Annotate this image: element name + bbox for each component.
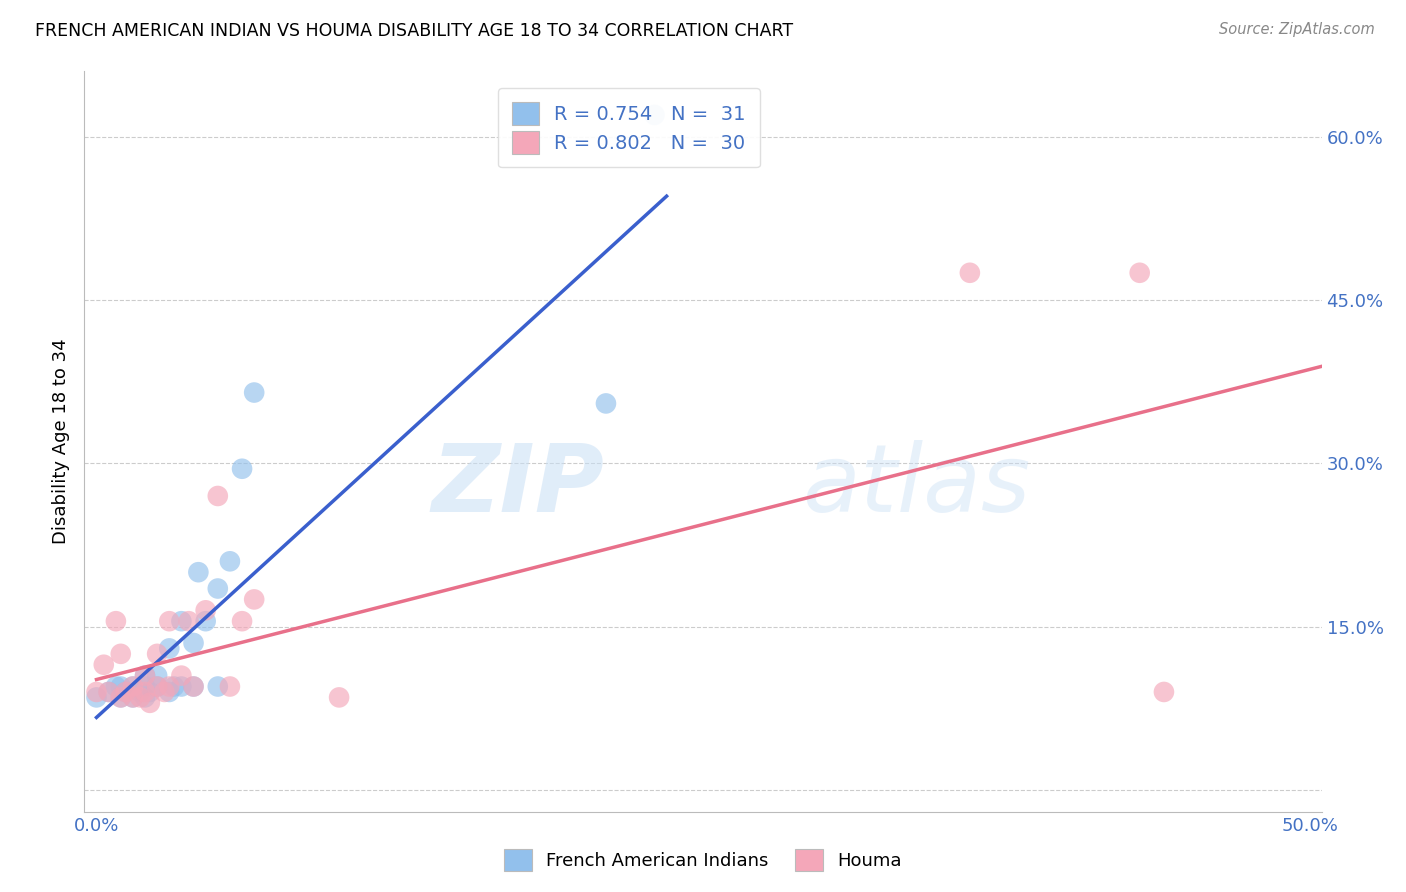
Point <box>157 680 180 694</box>
Text: FRENCH AMERICAN INDIAN VS HOUMA DISABILITY AGE 18 TO 34 CORRELATION CHART: FRENCH AMERICAN INDIAN VS HOUMA DISABILI… <box>35 22 793 40</box>
Point <box>183 680 205 694</box>
Point <box>207 489 229 503</box>
Point <box>134 690 156 705</box>
Point <box>219 554 242 568</box>
Point <box>1129 266 1152 280</box>
Point <box>122 680 145 694</box>
Text: atlas: atlas <box>801 441 1031 532</box>
Point <box>183 680 205 694</box>
Point <box>146 647 169 661</box>
Text: Source: ZipAtlas.com: Source: ZipAtlas.com <box>1219 22 1375 37</box>
Point <box>86 685 108 699</box>
Point <box>139 685 162 699</box>
Point <box>114 685 136 699</box>
Point <box>959 266 981 280</box>
Point <box>122 680 145 694</box>
Point <box>328 690 350 705</box>
Point <box>163 680 186 694</box>
Point <box>177 614 200 628</box>
Point <box>183 636 205 650</box>
Point <box>104 614 127 628</box>
Point <box>170 668 193 682</box>
Point <box>170 680 193 694</box>
Point <box>157 685 180 699</box>
Point <box>129 685 152 699</box>
Point <box>122 690 145 705</box>
Point <box>110 690 132 705</box>
Point <box>122 690 145 705</box>
Point <box>170 614 193 628</box>
Point <box>231 614 253 628</box>
Point <box>110 647 132 661</box>
Legend: R = 0.754   N =  31, R = 0.802   N =  30: R = 0.754 N = 31, R = 0.802 N = 30 <box>498 88 759 168</box>
Point <box>153 685 176 699</box>
Point <box>129 690 152 705</box>
Point <box>243 592 266 607</box>
Point <box>93 657 115 672</box>
Legend: French American Indians, Houma: French American Indians, Houma <box>498 842 908 879</box>
Point <box>157 614 180 628</box>
Point <box>157 641 180 656</box>
Point <box>207 680 229 694</box>
Point <box>243 385 266 400</box>
Point <box>219 680 242 694</box>
Point <box>207 582 229 596</box>
Point <box>104 680 127 694</box>
Point <box>134 668 156 682</box>
Point <box>643 108 665 122</box>
Point <box>110 690 132 705</box>
Point <box>139 696 162 710</box>
Point <box>194 614 217 628</box>
Point <box>231 462 253 476</box>
Point <box>110 680 132 694</box>
Text: ZIP: ZIP <box>432 440 605 532</box>
Point <box>114 685 136 699</box>
Point <box>134 680 156 694</box>
Point <box>187 565 209 579</box>
Point <box>595 396 617 410</box>
Point <box>146 680 169 694</box>
Point <box>134 685 156 699</box>
Point <box>146 668 169 682</box>
Point <box>86 690 108 705</box>
Point <box>97 685 120 699</box>
Point <box>194 603 217 617</box>
Point <box>134 668 156 682</box>
Y-axis label: Disability Age 18 to 34: Disability Age 18 to 34 <box>52 339 70 544</box>
Point <box>1153 685 1175 699</box>
Point <box>146 680 169 694</box>
Point <box>97 685 120 699</box>
